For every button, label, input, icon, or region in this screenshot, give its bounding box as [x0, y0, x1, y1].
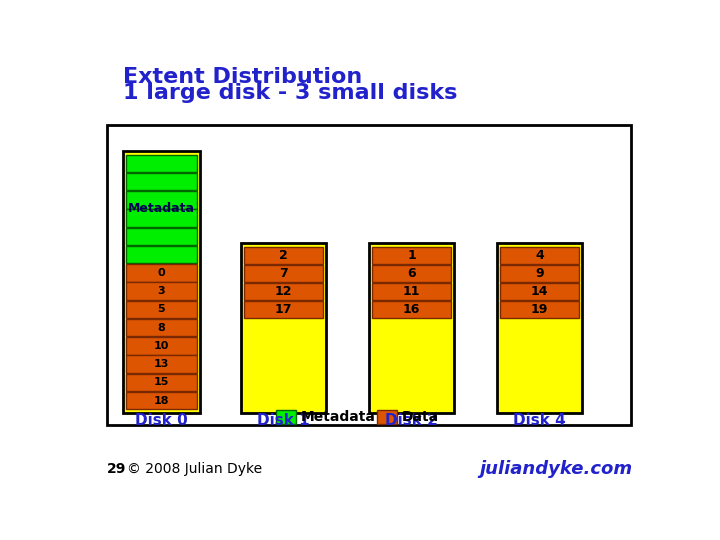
- Bar: [126, 301, 197, 318]
- Text: Disk 4: Disk 4: [513, 413, 566, 428]
- Text: Metadata: Metadata: [128, 202, 195, 215]
- Bar: [500, 283, 579, 300]
- Text: 7: 7: [279, 267, 288, 280]
- Text: 1 large disk - 3 small disks: 1 large disk - 3 small disks: [122, 83, 457, 103]
- Text: 6: 6: [408, 267, 416, 280]
- Bar: [369, 244, 454, 413]
- Text: 9: 9: [535, 267, 544, 280]
- Text: 29: 29: [107, 462, 127, 476]
- Bar: [126, 319, 197, 336]
- Text: Data: Data: [402, 410, 438, 424]
- Text: 18: 18: [153, 396, 169, 406]
- Bar: [122, 151, 200, 413]
- Bar: [244, 265, 323, 282]
- Text: © 2008 Julian Dyke: © 2008 Julian Dyke: [127, 462, 262, 476]
- Bar: [500, 265, 579, 282]
- Bar: [126, 227, 197, 245]
- Bar: [126, 264, 197, 281]
- Text: 15: 15: [153, 377, 169, 387]
- Bar: [372, 265, 451, 282]
- Bar: [500, 301, 579, 318]
- Text: Disk 0: Disk 0: [135, 413, 188, 428]
- Text: juliandyke.com: juliandyke.com: [480, 460, 632, 478]
- Bar: [500, 247, 579, 264]
- Bar: [126, 282, 197, 300]
- Bar: [126, 173, 197, 190]
- Text: 14: 14: [531, 285, 548, 298]
- Text: 13: 13: [153, 359, 169, 369]
- Text: 1: 1: [408, 249, 416, 262]
- Bar: [244, 283, 323, 300]
- Text: 17: 17: [275, 303, 292, 316]
- Bar: [126, 246, 197, 264]
- Bar: [107, 125, 631, 425]
- Text: Disk 2: Disk 2: [385, 413, 438, 428]
- Text: 19: 19: [531, 303, 548, 316]
- Bar: [372, 247, 451, 264]
- Bar: [276, 410, 296, 423]
- Text: 10: 10: [153, 341, 169, 351]
- Bar: [126, 355, 197, 373]
- Bar: [372, 301, 451, 318]
- Text: 8: 8: [158, 322, 165, 333]
- Text: Extent Distribution: Extent Distribution: [122, 67, 362, 87]
- Text: Disk 1: Disk 1: [258, 413, 310, 428]
- Bar: [244, 247, 323, 264]
- Text: 16: 16: [403, 303, 420, 316]
- Text: 2: 2: [279, 249, 288, 262]
- Text: 0: 0: [158, 268, 165, 278]
- Bar: [372, 283, 451, 300]
- Text: 12: 12: [275, 285, 292, 298]
- Bar: [126, 154, 197, 172]
- Bar: [497, 244, 582, 413]
- Bar: [241, 244, 326, 413]
- Bar: [244, 301, 323, 318]
- Bar: [126, 392, 197, 409]
- Bar: [126, 210, 197, 227]
- Bar: [377, 410, 397, 423]
- Text: 5: 5: [158, 305, 165, 314]
- Text: Metadata: Metadata: [301, 410, 376, 424]
- Bar: [126, 374, 197, 391]
- Bar: [126, 337, 197, 355]
- Text: 4: 4: [535, 249, 544, 262]
- Text: 3: 3: [158, 286, 165, 296]
- Bar: [126, 191, 197, 208]
- Text: 11: 11: [403, 285, 420, 298]
